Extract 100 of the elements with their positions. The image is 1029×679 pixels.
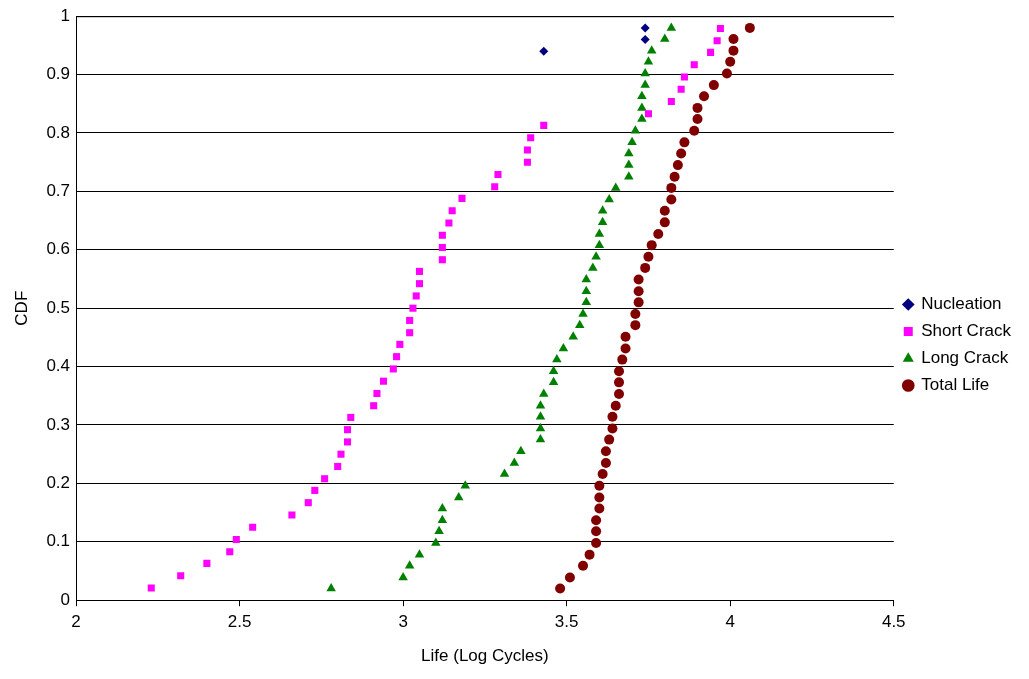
point — [584, 549, 595, 560]
point — [637, 102, 647, 111]
point — [347, 413, 355, 421]
point — [326, 583, 336, 592]
point — [321, 475, 329, 483]
point — [379, 377, 388, 385]
point — [578, 560, 589, 571]
point — [437, 514, 448, 523]
point — [564, 572, 575, 583]
y-tick-label: 0 — [60, 589, 71, 609]
point — [568, 331, 578, 340]
point — [389, 365, 397, 373]
point — [630, 320, 641, 331]
point — [523, 158, 531, 166]
point — [640, 23, 650, 33]
point — [630, 125, 641, 134]
point — [588, 262, 598, 271]
point — [226, 548, 234, 556]
point — [640, 67, 650, 77]
point — [591, 537, 602, 548]
point — [232, 535, 240, 543]
point — [494, 170, 502, 178]
point — [708, 80, 719, 91]
y-axis-title: CDF — [11, 290, 31, 326]
point — [604, 434, 615, 445]
point — [499, 468, 510, 477]
y-tick-label: 0.9 — [46, 64, 71, 84]
legend-label: Short Crack — [921, 321, 1012, 341]
y-tick-label: 1 — [60, 5, 71, 25]
point — [620, 331, 631, 342]
y-tick-label: 0.6 — [46, 239, 71, 259]
point — [337, 450, 345, 458]
point — [535, 423, 546, 432]
point — [249, 523, 257, 531]
point — [640, 262, 651, 273]
point — [398, 571, 408, 581]
point — [453, 491, 464, 501]
point — [676, 148, 687, 159]
y-tick-label: 0.2 — [46, 473, 71, 493]
point — [393, 353, 401, 361]
point — [491, 183, 499, 191]
point — [627, 136, 637, 146]
point — [607, 423, 618, 434]
point — [594, 480, 605, 491]
point — [659, 205, 670, 216]
point — [548, 376, 559, 386]
point — [600, 446, 611, 457]
point — [633, 297, 644, 308]
point — [646, 240, 657, 251]
point — [640, 35, 650, 45]
point — [581, 285, 592, 295]
point — [203, 559, 211, 567]
point — [370, 402, 378, 410]
point — [373, 389, 381, 397]
point — [692, 113, 703, 124]
point — [721, 68, 732, 79]
point — [591, 251, 601, 260]
point — [614, 377, 624, 388]
point — [604, 194, 614, 203]
point — [535, 411, 546, 420]
point — [438, 243, 446, 251]
point — [414, 549, 425, 558]
point — [523, 146, 531, 154]
point — [445, 219, 453, 227]
point — [311, 486, 319, 494]
point — [412, 292, 420, 300]
point — [404, 560, 415, 569]
point — [597, 469, 608, 480]
point — [288, 511, 296, 519]
x-tick-label: 2 — [71, 612, 81, 632]
x-tick-label: 2.5 — [227, 612, 252, 632]
point — [535, 400, 546, 409]
point — [643, 56, 654, 65]
point — [614, 389, 624, 400]
point — [672, 160, 683, 171]
y-tick-label: 0.4 — [46, 356, 71, 376]
point — [653, 229, 664, 240]
point — [539, 46, 549, 56]
point — [434, 525, 444, 535]
point — [552, 354, 562, 363]
point — [690, 61, 698, 69]
point — [409, 304, 417, 312]
x-tick-label: 4.5 — [881, 612, 906, 632]
point — [624, 159, 634, 168]
point — [607, 411, 618, 422]
point — [637, 113, 647, 122]
y-tick-label: 0.7 — [46, 181, 71, 201]
point — [509, 457, 520, 466]
x-axis-title: Life (Log Cycles) — [421, 646, 549, 666]
point — [644, 110, 652, 118]
point — [591, 526, 602, 537]
x-tick-label: 4 — [725, 612, 735, 632]
point — [725, 56, 736, 67]
point — [548, 365, 559, 375]
point — [640, 79, 650, 88]
point — [666, 194, 677, 205]
point — [578, 308, 588, 317]
point — [594, 228, 605, 237]
point — [680, 73, 688, 81]
point — [581, 274, 592, 283]
